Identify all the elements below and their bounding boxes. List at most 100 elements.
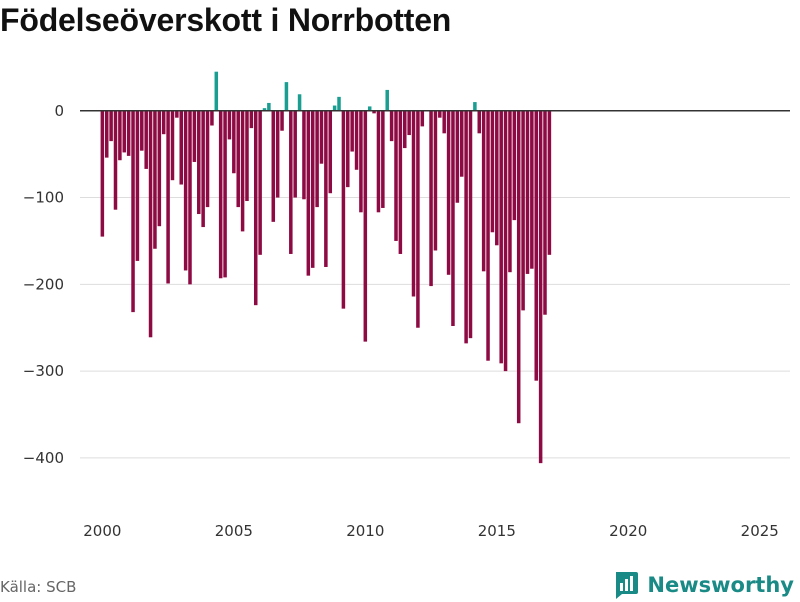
bar [171,111,175,180]
bar [158,111,162,226]
bar [175,111,179,118]
bar [315,111,319,207]
bar [337,97,341,111]
bar [166,111,170,284]
bar [219,111,223,279]
bar [543,111,547,315]
bar [140,111,144,151]
bar-layer [101,72,552,463]
y-tick-label: −400 [23,449,64,467]
bar [495,111,499,246]
bar [241,111,245,232]
bar [530,111,534,269]
bar [236,111,240,207]
bar [232,111,236,173]
bar [320,111,324,164]
bar [329,111,333,193]
brand-logo[interactable]: Newsworthy [613,568,794,602]
bar [193,111,197,162]
y-tick-label: −200 [23,275,64,293]
bar [412,111,416,297]
bar [416,111,420,328]
bar [548,111,552,255]
bar [123,111,127,153]
bar [407,111,411,135]
bar [131,111,135,312]
bar [350,111,354,152]
source-note: Källa: SCB [0,578,76,596]
bar [280,111,284,131]
bar [460,111,464,177]
bar [526,111,530,274]
bar [289,111,293,254]
bar [491,111,495,233]
bar [162,111,166,134]
brand-name: Newsworthy [647,573,794,597]
bar [464,111,468,344]
bar [504,111,508,371]
bar [377,111,381,213]
bar [136,111,140,261]
bar [508,111,512,272]
bar [385,90,389,111]
bar [114,111,118,210]
x-tick-label: 2020 [609,522,647,540]
bar [293,111,297,198]
bar [188,111,192,285]
bar [118,111,122,160]
bar [285,82,289,111]
bar [311,111,315,268]
y-tick-label: −100 [23,189,64,207]
bar [469,111,473,338]
bar [276,111,280,198]
bar [359,111,363,213]
bar [223,111,227,278]
newsworthy-logo-icon [613,570,639,600]
bar [127,111,131,156]
bar [333,106,337,111]
x-tick-label: 2005 [215,522,253,540]
bar [307,111,311,276]
bar [342,111,346,309]
bar [403,111,407,148]
bar [381,111,385,208]
bar [109,111,113,141]
bar [486,111,490,361]
bar [451,111,455,326]
bar [149,111,153,338]
bar [272,111,276,222]
x-tick-label: 2000 [83,522,121,540]
x-tick-label: 2015 [478,522,516,540]
bar [206,111,210,207]
bar [298,94,302,110]
bar [228,111,232,140]
bar [302,111,306,200]
bar [539,111,543,463]
bar [456,111,460,203]
bar [197,111,201,214]
bar [245,111,249,201]
bar [144,111,148,169]
bar [478,111,482,134]
bar [258,111,262,255]
bar [184,111,188,271]
bar [179,111,183,185]
bar [346,111,350,187]
bar [534,111,538,381]
bar [105,111,109,158]
bar [390,111,394,141]
bar [447,111,451,275]
bar [101,111,105,237]
x-tick-label: 2025 [741,522,779,540]
bar [324,111,328,267]
bar [513,111,517,220]
bar [394,111,398,241]
bar [442,111,446,134]
bar [499,111,503,364]
bar [521,111,525,311]
bar [517,111,521,423]
y-axis-ticks: 0−100−200−300−400 [23,102,64,467]
bar [267,103,271,111]
